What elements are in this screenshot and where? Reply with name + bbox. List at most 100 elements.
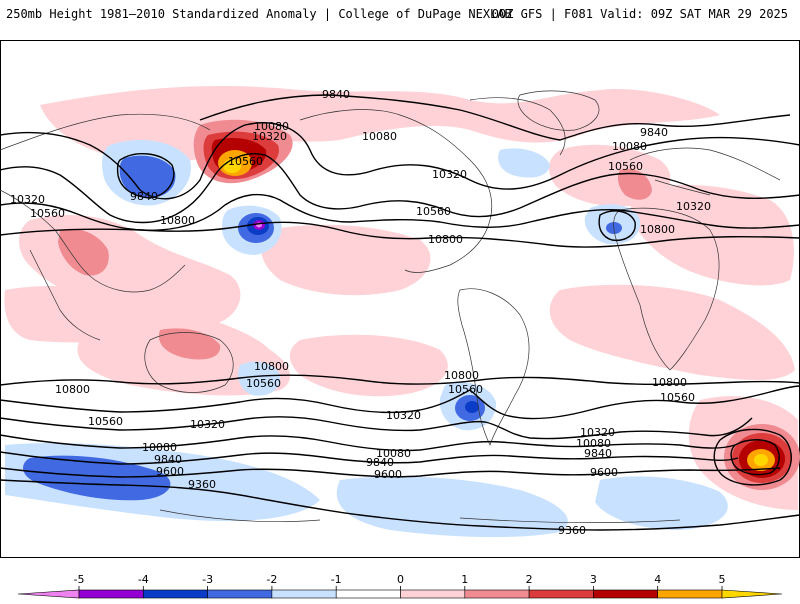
contour-label-10800-c: 10800 <box>640 223 675 236</box>
colorbar-segment <box>657 589 723 599</box>
colorbar-tick-labels: -5 -4 -3 -2 -1 0 1 2 3 4 5 <box>74 573 726 586</box>
colorbar-tick-label: -2 <box>266 573 277 586</box>
contour-10320-north <box>0 153 800 224</box>
colorbar-segment <box>464 589 530 599</box>
colorbar-tick-label: -1 <box>331 573 342 586</box>
coastline-greenland <box>517 90 600 131</box>
contour-label-s9360-b: 9360 <box>558 524 586 537</box>
contour-labels: 9840 9840 9840 10080 10080 10080 10320 1… <box>10 88 711 537</box>
contour-10800-south <box>0 374 800 386</box>
contour-label-10080-c: 10080 <box>612 140 647 153</box>
contour-label-9840-west: 9840 <box>130 190 158 203</box>
contour-label-s10560-d: 10560 <box>660 391 695 404</box>
colorbar-tick-label: 2 <box>526 573 533 586</box>
colorbar-segments <box>17 589 783 599</box>
contour-south-atlantic-closed-1 <box>713 428 792 486</box>
contour-label-s10320-b: 10320 <box>386 409 421 422</box>
contour-9840-north <box>199 94 791 141</box>
map-title: 250mb Height 1981–2010 Standardized Anom… <box>6 7 512 21</box>
coastline-eurasia <box>0 113 211 341</box>
anomaly-negative-southern-ocean-mid <box>336 476 568 538</box>
anomaly-negative-southern-ocean-east <box>595 476 728 530</box>
colorbar-tick-label: -3 <box>202 573 213 586</box>
colorbar-tick-label: -5 <box>74 573 85 586</box>
contour-label-s10080-a: 10080 <box>142 441 177 454</box>
contour-9600-south <box>0 467 781 478</box>
colorbar-tick-label: 4 <box>654 573 661 586</box>
colorbar-segment <box>335 589 401 599</box>
contour-label-s9840-c: 9840 <box>584 447 612 460</box>
coastline-north-america <box>299 97 566 273</box>
map-panel: 9840 9840 9840 10080 10080 10080 10320 1… <box>0 40 800 558</box>
contour-9360-south <box>0 479 800 531</box>
colorbar-segment <box>207 589 273 599</box>
contour-label-s10560-a: 10560 <box>88 415 123 428</box>
contour-label-s9600-a: 9600 <box>156 465 184 478</box>
contour-label-10560-b: 10560 <box>416 205 451 218</box>
anomaly-positive-se-asia-strong <box>58 228 109 276</box>
contour-10320-south <box>0 416 753 440</box>
contour-10560-atlantic-loop <box>598 210 636 242</box>
anomaly-positive-central-pacific <box>261 224 431 296</box>
coastline-australia <box>144 332 234 393</box>
anomaly-positive-europe-strong <box>617 168 652 200</box>
contour-10080-north <box>0 122 800 200</box>
contour-label-10080-b: 10080 <box>362 130 397 143</box>
contour-label-s9840-b: 9840 <box>366 456 394 469</box>
colorbar-segment <box>17 589 80 599</box>
anomaly-positive-south-pacific <box>289 334 448 397</box>
contour-label-s10800-d: 10800 <box>652 376 687 389</box>
anomaly-positive-australia <box>77 330 290 396</box>
contour-label-10560-c: 10560 <box>608 160 643 173</box>
contour-label-s10080-c: 10080 <box>576 437 611 450</box>
contour-9840-south <box>0 451 739 465</box>
contour-label-s9840-a: 9840 <box>154 453 182 466</box>
colorbar-segment <box>721 589 783 599</box>
contour-10560-north <box>0 193 800 232</box>
contour-label-10320-a: 10320 <box>252 130 287 143</box>
anomaly-negative-southern-ocean-strong <box>23 455 171 501</box>
colorbar-segment <box>593 589 659 599</box>
colorbar-svg: -5 -4 -3 -2 -1 0 1 2 3 4 5 <box>17 573 783 599</box>
contour-label-10800-a: 10800 <box>160 214 195 227</box>
colorbar-segment <box>528 589 594 599</box>
contour-label-10560-a: 10560 <box>228 155 263 168</box>
colorbar-segment <box>400 589 466 599</box>
anomaly-negative-siberia-strong <box>119 155 176 198</box>
anomaly-negative-pacific-south <box>238 361 281 396</box>
anomaly-negative-south-america-core <box>465 401 479 413</box>
colorbar-tick-marks <box>78 586 723 590</box>
contour-label-s10320-c: 10320 <box>580 426 615 439</box>
anomaly-negative-hudson <box>498 148 550 178</box>
contour-label-10080-a: 10080 <box>254 120 289 133</box>
contour-9840-siberia <box>116 153 175 199</box>
contour-10080-south <box>0 434 736 452</box>
contour-label-10320-c: 10320 <box>676 200 711 213</box>
coastline-antarctica <box>159 509 681 523</box>
contour-label-s9600-c: 9600 <box>590 466 618 479</box>
coastline-europe <box>629 147 781 196</box>
contour-label-9840-north: 9840 <box>322 88 350 101</box>
contour-10800-north <box>0 221 800 248</box>
model-run-info: 00Z GFS | F081 Valid: 09Z SAT MAR 29 202… <box>491 7 788 21</box>
anomaly-south-atlantic-max-yellow <box>754 454 768 466</box>
contour-label-s10080-b: 10080 <box>376 447 411 460</box>
contour-label-s10560-b: 10560 <box>246 377 281 390</box>
contour-label-10320-b: 10320 <box>432 168 467 181</box>
contour-south-atlantic-closed-2 <box>730 439 780 476</box>
colorbar-tick-label: 1 <box>461 573 468 586</box>
coastlines <box>0 90 781 523</box>
colorbar-segment <box>143 589 208 599</box>
contour-label-s9360-a: 9360 <box>188 478 216 491</box>
contour-label-10800-b: 10800 <box>428 233 463 246</box>
colorbar-tick-label: 0 <box>397 573 404 586</box>
contour-label-s10320-a: 10320 <box>190 418 225 431</box>
anomaly-positive-australia-strong <box>158 328 221 360</box>
colorbar-segment <box>271 589 337 599</box>
coastline-south-america <box>457 288 530 446</box>
colorbar: -5 -4 -3 -2 -1 0 1 2 3 4 5 <box>0 566 800 600</box>
contour-label-9840-east: 9840 <box>640 126 668 139</box>
contour-label-s10800-a: 10800 <box>55 383 90 396</box>
contour-10560-south <box>0 385 800 420</box>
colorbar-tick-label: 3 <box>590 573 597 586</box>
